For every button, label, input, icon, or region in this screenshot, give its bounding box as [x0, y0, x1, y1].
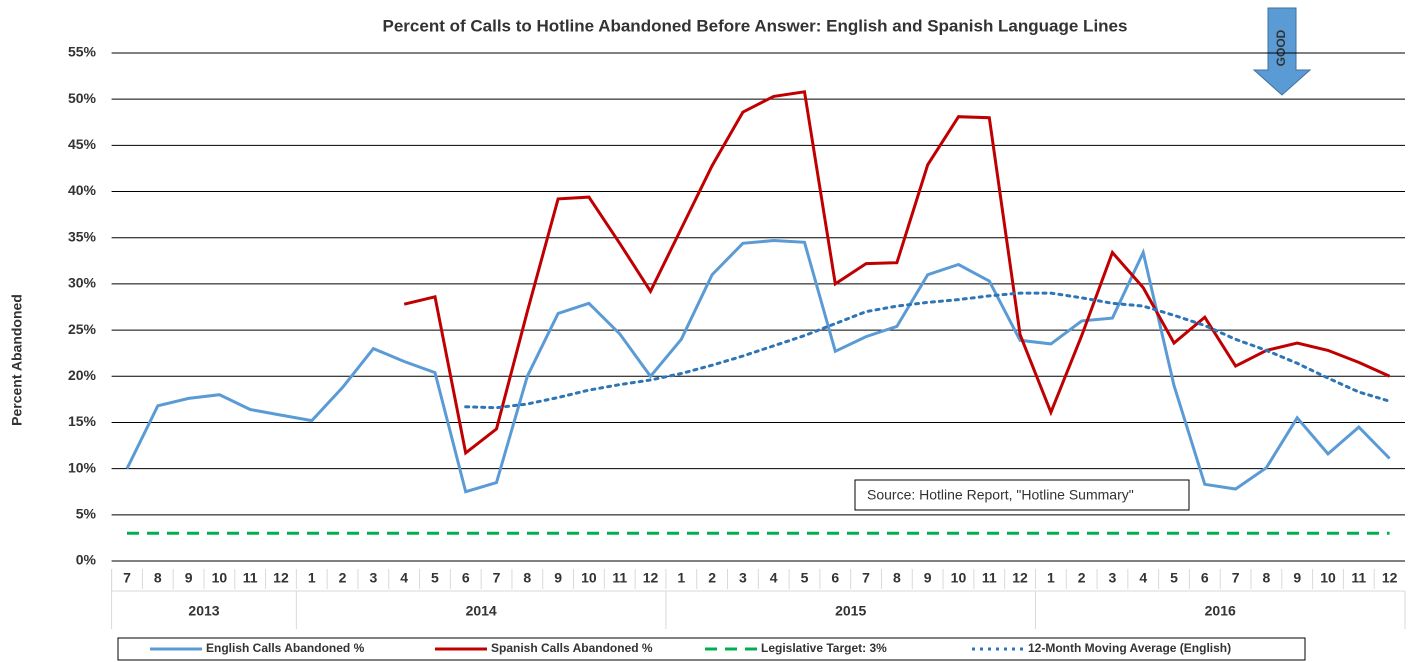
y-tick-label: 35% — [68, 228, 97, 244]
x-tick-label: 4 — [770, 570, 778, 586]
y-tick-label: 50% — [68, 90, 97, 106]
x-tick-label: 1 — [1047, 570, 1055, 586]
x-tick-label: 2 — [1078, 570, 1086, 586]
legend-label: Legislative Target: 3% — [761, 641, 887, 655]
y-tick-label: 25% — [68, 321, 97, 337]
y-tick-label: 45% — [68, 136, 97, 152]
x-tick-label: 3 — [739, 570, 747, 586]
y-axis-label: Percent Abandoned — [9, 294, 25, 426]
x-tick-label: 12 — [273, 570, 289, 586]
x-tick-label: 7 — [123, 570, 131, 586]
x-tick-label: 12 — [1012, 570, 1028, 586]
x-tick-label: 12 — [643, 570, 659, 586]
y-tick-label: 5% — [76, 506, 97, 522]
x-tick-label: 9 — [924, 570, 932, 586]
x-tick-label: 8 — [154, 570, 162, 586]
y-tick-label: 10% — [68, 459, 97, 475]
y-tick-label: 15% — [68, 413, 97, 429]
x-tick-label: 1 — [677, 570, 685, 586]
good-label: GOOD — [1274, 29, 1288, 66]
x-tick-label: 10 — [212, 570, 228, 586]
x-tick-label: 3 — [1109, 570, 1117, 586]
x-tick-label: 11 — [982, 570, 997, 586]
x-tick-label: 9 — [554, 570, 562, 586]
x-tick-label: 5 — [801, 570, 809, 586]
x-tick-label: 10 — [1320, 570, 1336, 586]
x-tick-label: 9 — [1293, 570, 1301, 586]
x-tick-label: 8 — [523, 570, 531, 586]
x-tick-label: 6 — [831, 570, 839, 586]
x-tick-label: 7 — [493, 570, 501, 586]
legend-label: English Calls Abandoned % — [206, 641, 365, 655]
x-group-label: 2013 — [188, 603, 219, 619]
y-tick-label: 20% — [68, 367, 97, 383]
series-line — [464, 291, 1392, 410]
x-tick-label: 5 — [1170, 570, 1178, 586]
x-tick-label: 5 — [431, 570, 439, 586]
source-note: Source: Hotline Report, "Hotline Summary… — [867, 487, 1134, 503]
x-tick-label: 8 — [1263, 570, 1271, 586]
x-tick-label: 11 — [1351, 570, 1366, 586]
x-tick-label: 4 — [1139, 570, 1147, 586]
x-group-label: 2015 — [835, 603, 866, 619]
y-tick-label: 55% — [68, 44, 97, 60]
x-group-label: 2014 — [466, 603, 497, 619]
x-group-label: 2016 — [1205, 603, 1236, 619]
x-tick-label: 6 — [462, 570, 470, 586]
x-tick-label: 1 — [308, 570, 316, 586]
good-arrow — [1252, 7, 1312, 96]
series-line — [403, 90, 1391, 456]
x-tick-label: 9 — [185, 570, 193, 586]
y-tick-label: 30% — [68, 275, 97, 291]
x-tick-label: 6 — [1201, 570, 1209, 586]
x-tick-label: 7 — [862, 570, 870, 586]
x-tick-label: 7 — [1232, 570, 1240, 586]
series-line — [125, 238, 1391, 494]
x-tick-label: 10 — [951, 570, 967, 586]
x-tick-label: 10 — [581, 570, 597, 586]
x-tick-label: 4 — [400, 570, 408, 586]
x-tick-label: 8 — [893, 570, 901, 586]
legend-label: Spanish Calls Abandoned % — [491, 641, 653, 655]
y-tick-label: 0% — [76, 552, 97, 568]
legend-label: 12-Month Moving Average (English) — [1028, 641, 1231, 655]
y-tick-label: 40% — [68, 182, 97, 198]
x-tick-label: 2 — [339, 570, 347, 586]
source-box — [854, 479, 1190, 511]
chart-title: Percent of Calls to Hotline Abandoned Be… — [383, 16, 1128, 35]
x-tick-label: 3 — [369, 570, 377, 586]
x-tick-label: 12 — [1382, 570, 1398, 586]
x-tick-label: 11 — [612, 570, 627, 586]
x-tick-label: 11 — [243, 570, 258, 586]
x-tick-label: 2 — [708, 570, 716, 586]
